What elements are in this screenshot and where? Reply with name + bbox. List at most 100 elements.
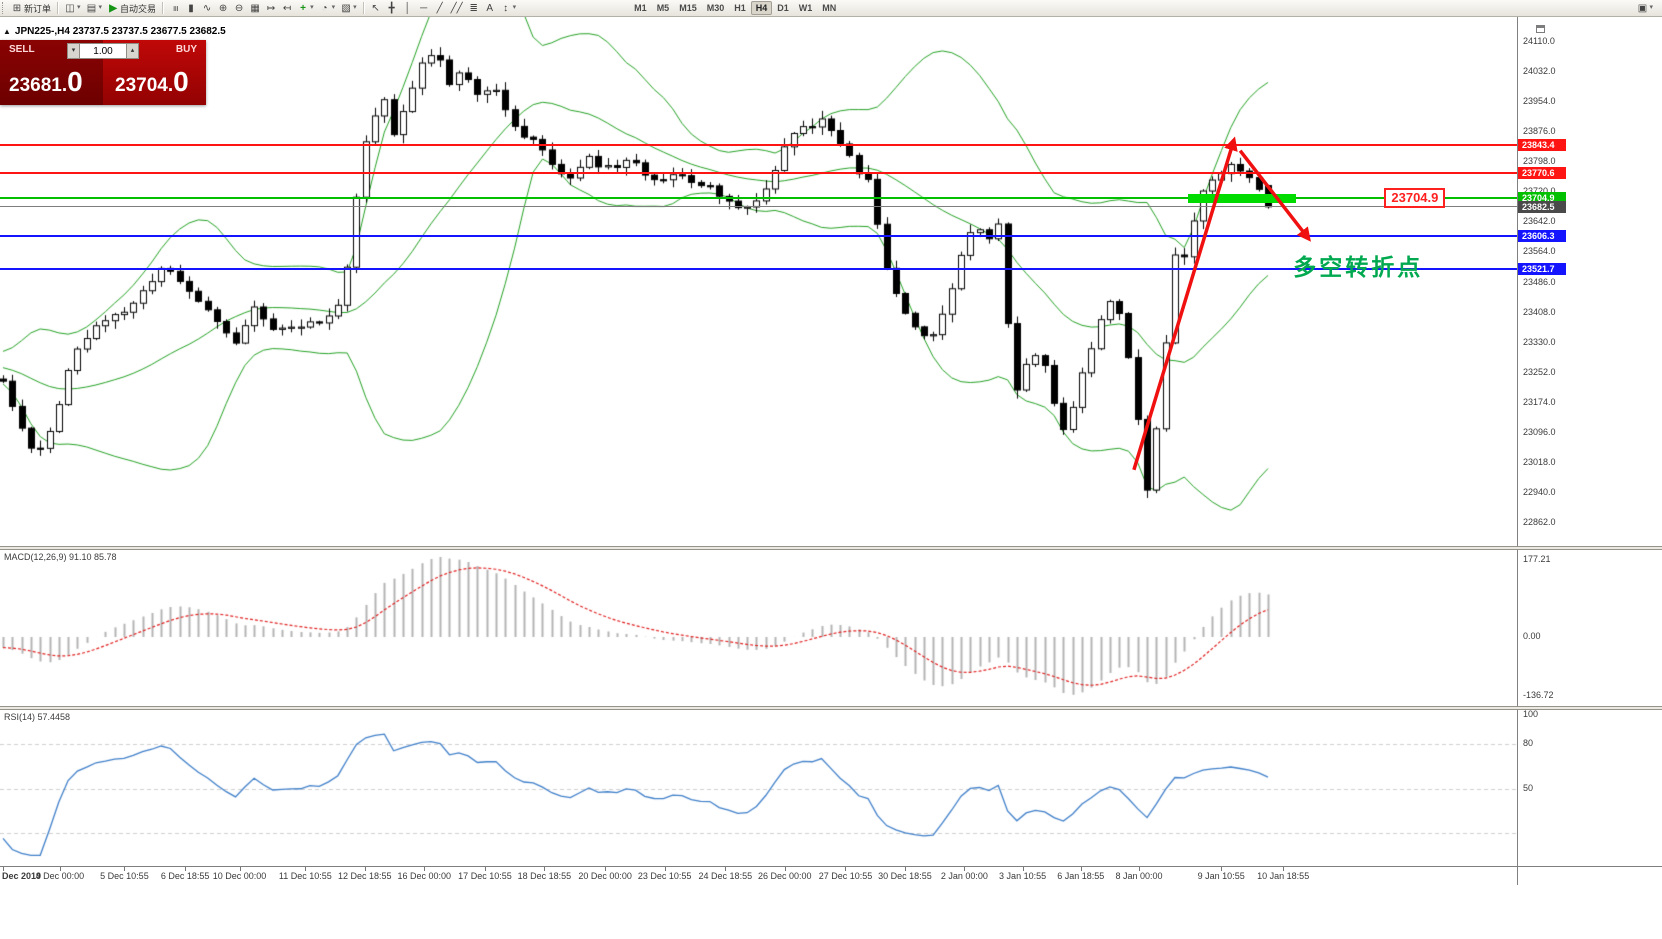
auto-scroll-button[interactable]: ↦ — [263, 1, 279, 16]
price-tick-label: 23408.0 — [1523, 306, 1556, 317]
price-level-tag: 23521.7 — [1518, 262, 1566, 275]
panel-splitter[interactable] — [0, 546, 1662, 550]
volume-input[interactable] — [80, 43, 126, 59]
new-order-button[interactable]: ⊞ 新订单 — [9, 1, 54, 16]
timeframe-h4-button[interactable]: H4 — [750, 1, 773, 15]
turning-point-annotation[interactable]: 多空转折点 — [1293, 253, 1424, 280]
toolbar-grip[interactable] — [2, 2, 6, 14]
horizontal-level-line[interactable] — [0, 197, 1517, 200]
volume-decrement-button[interactable]: ▾ — [67, 43, 80, 59]
time-tick-mark — [784, 867, 786, 871]
arrows-tool-button[interactable]: ↕ ▾ — [498, 1, 520, 16]
timeframe-m30-button[interactable]: M30 — [702, 1, 730, 15]
indicators-button[interactable]: + ▾ — [295, 1, 317, 16]
time-tick-label: 27 Dec 10:55 — [818, 871, 873, 881]
chevron-down-icon: ▾ — [1649, 4, 1653, 11]
sell-button[interactable]: SELL 23681.0 — [0, 40, 103, 105]
channel-icon: ╱╱ — [450, 2, 463, 14]
horizontal-level-line[interactable] — [0, 143, 1517, 146]
candlestick-chart-icon: ▮ — [188, 2, 194, 14]
time-tick-mark — [1221, 867, 1223, 871]
time-tick-label: 5 Dec 10:55 — [100, 871, 149, 881]
cursor-button[interactable]: ↖ — [368, 1, 384, 16]
fibonacci-button[interactable]: ≣ — [466, 1, 482, 16]
restore-window-icon[interactable] — [1536, 25, 1545, 33]
timeframe-toolbar: M1 M5 M15 M30 H1 H4 D1 W1 MN — [629, 1, 841, 15]
time-tick-mark — [605, 867, 607, 871]
bid-price-line[interactable] — [0, 206, 1517, 208]
oneclick-collapse-icon[interactable]: ▲ — [3, 27, 11, 36]
templates-button[interactable]: ▧ ▾ — [338, 1, 360, 16]
candlestick-chart-canvas[interactable] — [0, 17, 1517, 546]
chevron-down-icon: ▾ — [331, 4, 336, 11]
time-tick-mark — [904, 867, 906, 871]
zoom-out-button[interactable]: ⊖ — [231, 1, 247, 16]
rsi-scale-label: 50 — [1523, 782, 1534, 793]
toolbar-separator — [57, 2, 60, 14]
autotrading-button[interactable]: ▶ 自动交易 — [105, 1, 159, 16]
time-tick-label: Dec 2019 — [2, 871, 42, 881]
price-level-tag: 23606.3 — [1518, 230, 1566, 243]
up-trend-arrow[interactable] — [1132, 136, 1238, 471]
line-chart-button[interactable]: ∿ — [199, 1, 215, 16]
vertical-line-button[interactable]: │ — [400, 1, 416, 16]
tile-windows-button[interactable]: ▦ — [247, 1, 263, 16]
time-tick-label: 4 Dec 00:00 — [35, 871, 85, 881]
timeframe-m15-button[interactable]: M15 — [674, 1, 702, 15]
price-tick-label: 23330.0 — [1523, 336, 1556, 347]
new-order-icon: ⊞ — [12, 2, 22, 14]
down-trend-arrow[interactable] — [1238, 149, 1311, 242]
bar-chart-button[interactable]: ≡ — [167, 1, 183, 16]
macd-canvas[interactable] — [0, 550, 1517, 706]
windows-button[interactable]: ▣ ▾ — [1634, 1, 1656, 16]
rsi-canvas[interactable] — [0, 710, 1517, 866]
macd-panel: MACD(12,26,9) 91.10 85.78 — [0, 550, 1517, 706]
crosshair-icon: ╋ — [388, 2, 395, 14]
timeframe-w1-button[interactable]: W1 — [794, 1, 818, 15]
sell-label: SELL — [9, 44, 35, 55]
timeframe-m1-button[interactable]: M1 — [629, 1, 652, 15]
time-tick-mark — [484, 867, 486, 871]
main-chart-window: ▲ JPN225-,H4 23737.5 23737.5 23677.5 236… — [0, 17, 1517, 546]
macd-label: MACD(12,26,9) 91.10 85.78 — [4, 552, 117, 562]
price-scale[interactable]: 24110.0 24032.0 23954.0 23876.0 23798.0 23720… — [1517, 17, 1662, 885]
volume-box: ▾ ▴ — [67, 43, 139, 59]
new-chart-icon: ◫ — [65, 2, 75, 14]
new-chart-button[interactable]: ◫ ▾ — [62, 1, 84, 16]
price-tick-label: 23174.0 — [1523, 396, 1556, 407]
time-tick-label: 10 Jan 18:55 — [1257, 871, 1310, 881]
horizontal-line-icon: ─ — [420, 2, 428, 14]
text-tool-button[interactable]: A — [482, 1, 498, 16]
panel-splitter[interactable] — [0, 706, 1662, 710]
horizontal-level-line[interactable] — [0, 171, 1517, 174]
price-tick-label: 23954.0 — [1523, 96, 1556, 107]
price-tick-label: 23486.0 — [1523, 276, 1556, 287]
chart-shift-button[interactable]: ↤ — [279, 1, 295, 16]
periods-icon: ◔ — [321, 2, 328, 14]
pivot-highlight-bar[interactable] — [1188, 193, 1296, 203]
horizontal-line-button[interactable]: ─ — [416, 1, 432, 16]
timeframe-h1-button[interactable]: H1 — [729, 1, 751, 15]
crosshair-button[interactable]: ╋ — [384, 1, 400, 16]
trendline-button[interactable]: ╱ — [432, 1, 448, 16]
volume-increment-button[interactable]: ▴ — [126, 43, 139, 59]
time-axis[interactable]: Dec 2019 4 Dec 00:00 5 Dec 10:55 6 Dec 18:5… — [0, 866, 1662, 886]
time-tick-label: 17 Dec 10:55 — [458, 871, 512, 881]
horizontal-level-line[interactable] — [0, 235, 1517, 238]
cursor-icon: ↖ — [371, 2, 380, 14]
profiles-button[interactable]: ▤ ▾ — [84, 1, 106, 16]
timeframe-mn-button[interactable]: MN — [817, 1, 841, 15]
text-tool-icon: A — [486, 2, 493, 14]
channel-button[interactable]: ╱╱ — [448, 1, 466, 16]
pivot-price-callout[interactable]: 23704.9 — [1384, 188, 1446, 209]
candlestick-chart-button[interactable]: ▮ — [183, 1, 199, 16]
chevron-down-icon: ▾ — [310, 4, 314, 11]
horizontal-level-line[interactable] — [0, 267, 1517, 270]
timeframe-d1-button[interactable]: D1 — [772, 1, 794, 15]
periods-button[interactable]: ◔ ▾ — [317, 1, 339, 16]
zoom-in-button[interactable]: ⊕ — [215, 1, 231, 16]
price-level-tag: 23843.4 — [1518, 138, 1566, 151]
price-tick-label: 23096.0 — [1523, 426, 1556, 437]
timeframe-m5-button[interactable]: M5 — [652, 1, 675, 15]
indicators-icon: + — [300, 2, 306, 14]
